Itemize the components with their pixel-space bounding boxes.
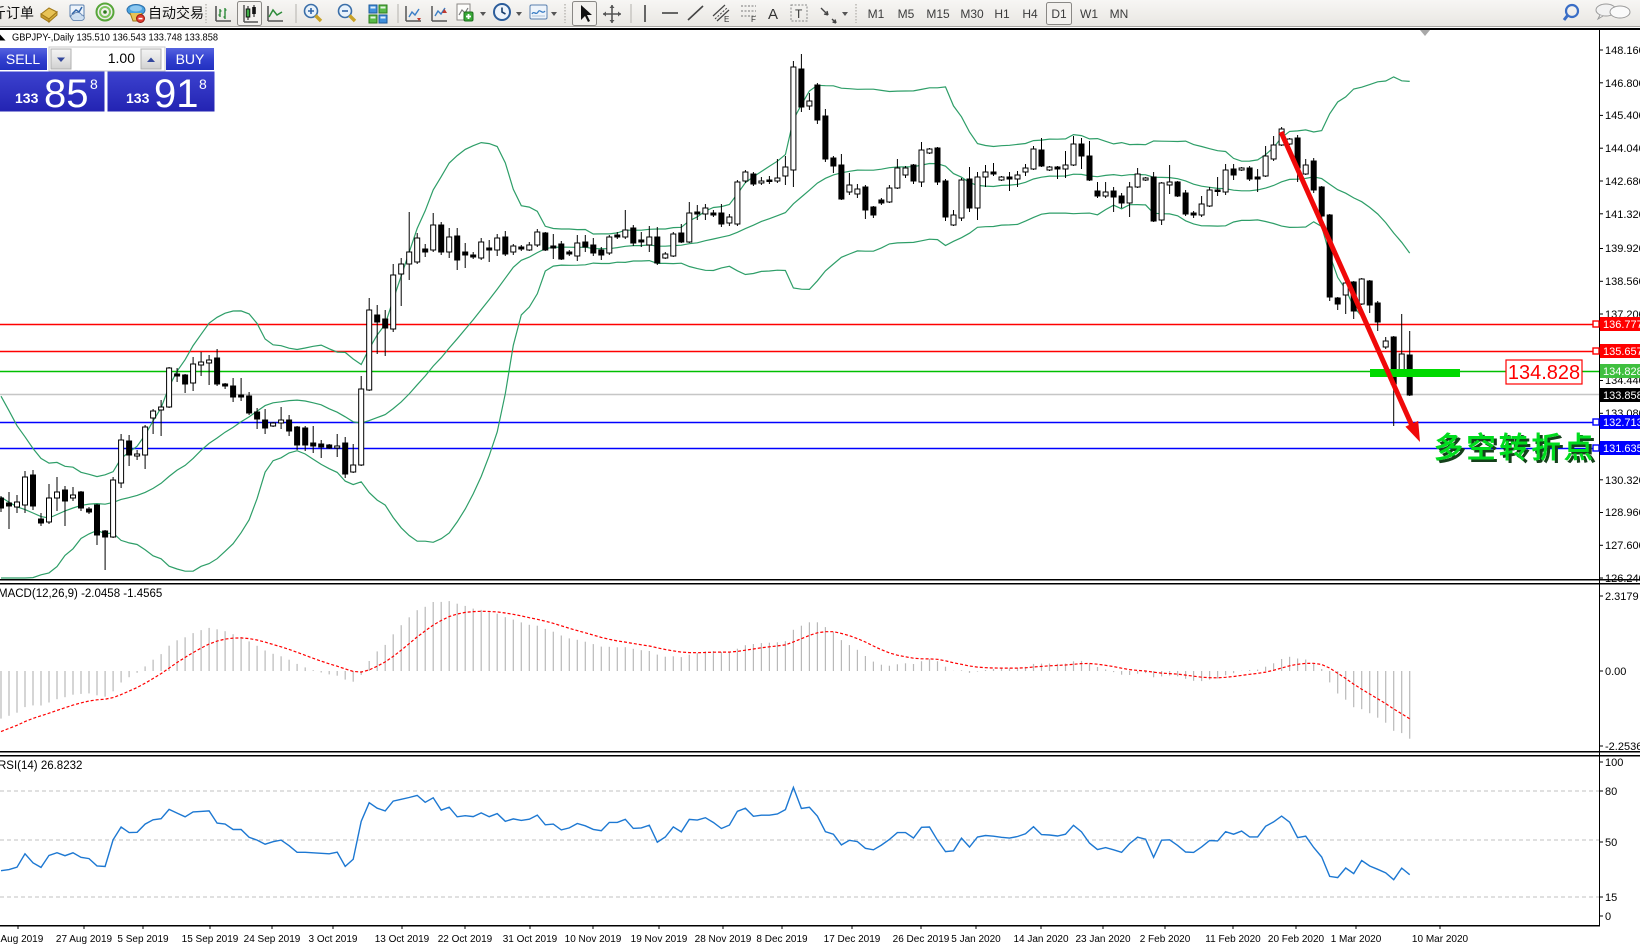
svg-text:20 Feb 2020: 20 Feb 2020 <box>1268 934 1325 945</box>
svg-text:128.960: 128.960 <box>1605 507 1640 519</box>
svg-text:斤订单: 斤订单 <box>0 5 34 21</box>
svg-text:24 Sep 2019: 24 Sep 2019 <box>244 934 301 945</box>
svg-text:11 Feb 2020: 11 Feb 2020 <box>1205 934 1261 945</box>
svg-text:F: F <box>751 15 756 24</box>
svg-text:26 Dec 2019: 26 Dec 2019 <box>893 934 950 945</box>
svg-text:E: E <box>724 15 729 24</box>
svg-text:50: 50 <box>1605 837 1617 849</box>
svg-text:8: 8 <box>199 76 207 92</box>
svg-text:M30: M30 <box>960 7 984 21</box>
svg-text:A: A <box>768 6 778 23</box>
svg-text:19 Nov 2019: 19 Nov 2019 <box>631 934 688 945</box>
svg-text:91: 91 <box>154 72 199 116</box>
svg-text:127.600: 127.600 <box>1605 540 1640 552</box>
svg-text:W1: W1 <box>1080 7 1098 21</box>
svg-text:146.800: 146.800 <box>1605 78 1640 90</box>
svg-text:M1: M1 <box>868 7 885 21</box>
svg-text:10 Mar 2020: 10 Mar 2020 <box>1412 934 1469 945</box>
svg-text:5 Sep 2019: 5 Sep 2019 <box>117 934 169 945</box>
svg-text:142.680: 142.680 <box>1605 176 1640 188</box>
svg-text:22 Oct 2019: 22 Oct 2019 <box>438 934 493 945</box>
svg-text:100: 100 <box>1605 757 1623 769</box>
svg-text:10 Nov 2019: 10 Nov 2019 <box>565 934 622 945</box>
svg-text:2 Feb 2020: 2 Feb 2020 <box>1140 934 1191 945</box>
svg-text:-2.2536: -2.2536 <box>1605 741 1640 753</box>
svg-text:1 Mar 2020: 1 Mar 2020 <box>1331 934 1382 945</box>
svg-text:MN: MN <box>1110 7 1129 21</box>
svg-text:多空转折点: 多空转折点 <box>1437 433 1600 467</box>
svg-text:M5: M5 <box>898 7 915 21</box>
svg-text:多空转折点: 多空转折点 <box>1434 431 1597 465</box>
svg-text:8: 8 <box>90 76 98 92</box>
svg-text:80: 80 <box>1605 786 1617 798</box>
svg-text:135.657: 135.657 <box>1603 346 1640 358</box>
svg-text:27 Aug 2019: 27 Aug 2019 <box>56 934 113 945</box>
svg-text:SELL: SELL <box>6 51 40 67</box>
svg-text:133: 133 <box>126 90 150 106</box>
svg-text:14 Jan 2020: 14 Jan 2020 <box>1013 934 1068 945</box>
svg-text:145.400: 145.400 <box>1605 110 1640 122</box>
svg-text:MACD(12,26,9) -2.0458 -1.4565: MACD(12,26,9) -2.0458 -1.4565 <box>0 588 162 600</box>
svg-text:5 Jan 2020: 5 Jan 2020 <box>951 934 1001 945</box>
svg-text:15: 15 <box>1605 892 1617 904</box>
svg-text:0.00: 0.00 <box>1605 666 1626 678</box>
svg-text:BUY: BUY <box>176 51 205 67</box>
svg-text:31 Oct 2019: 31 Oct 2019 <box>503 934 558 945</box>
svg-text:M15: M15 <box>926 7 950 21</box>
svg-text:H4: H4 <box>1022 7 1038 21</box>
svg-text:13 Oct 2019: 13 Oct 2019 <box>375 934 430 945</box>
svg-text:23 Jan 2020: 23 Jan 2020 <box>1075 934 1130 945</box>
svg-text:自动交易: 自动交易 <box>148 5 204 21</box>
svg-text:8 Dec 2019: 8 Dec 2019 <box>756 934 808 945</box>
svg-text:133.858: 133.858 <box>1603 390 1640 402</box>
svg-text:28 Nov 2019: 28 Nov 2019 <box>695 934 752 945</box>
svg-text:3 Oct 2019: 3 Oct 2019 <box>309 934 358 945</box>
svg-text:139.920: 139.920 <box>1605 243 1640 255</box>
svg-text:D1: D1 <box>1051 7 1067 21</box>
svg-text:133: 133 <box>15 90 39 106</box>
svg-text:RSI(14) 26.8232: RSI(14) 26.8232 <box>0 760 82 772</box>
svg-text:132.713: 132.713 <box>1603 417 1640 429</box>
svg-text:138.560: 138.560 <box>1605 276 1640 288</box>
svg-text:GBPJPY-,Daily 135.510 136.543: GBPJPY-,Daily 135.510 136.543 133.748 13… <box>12 32 218 44</box>
svg-text:134.828: 134.828 <box>1603 366 1640 378</box>
svg-text:126.240: 126.240 <box>1605 573 1640 585</box>
svg-text:141.320: 141.320 <box>1605 209 1640 221</box>
svg-text:144.040: 144.040 <box>1605 143 1640 155</box>
svg-text:3 Aug 2019: 3 Aug 2019 <box>0 934 44 945</box>
svg-text:136.777: 136.777 <box>1603 319 1640 331</box>
svg-text:17 Dec 2019: 17 Dec 2019 <box>824 934 881 945</box>
svg-text:130.320: 130.320 <box>1605 475 1640 487</box>
svg-text:15 Sep 2019: 15 Sep 2019 <box>182 934 239 945</box>
svg-text:T: T <box>795 7 803 21</box>
svg-text:H1: H1 <box>994 7 1010 21</box>
svg-text:134.828: 134.828 <box>1508 362 1580 384</box>
svg-text:2.3179: 2.3179 <box>1605 591 1639 603</box>
svg-text:0: 0 <box>1605 911 1611 923</box>
svg-text:85: 85 <box>44 72 89 116</box>
svg-text:148.160: 148.160 <box>1605 45 1640 57</box>
svg-text:131.635: 131.635 <box>1603 443 1640 455</box>
svg-text:1.00: 1.00 <box>108 50 135 66</box>
